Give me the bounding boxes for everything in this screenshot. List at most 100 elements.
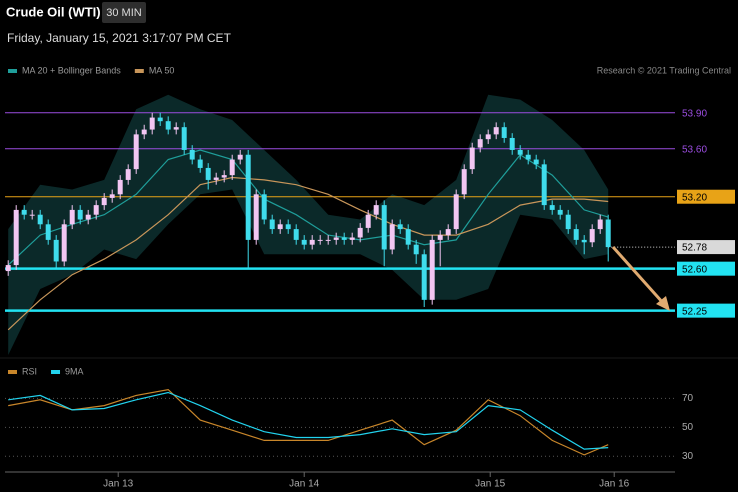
candle-body: [149, 117, 155, 130]
candle-body: [181, 127, 187, 150]
x-tick-label: Jan 16: [599, 479, 629, 490]
legend-swatch: [51, 370, 61, 374]
candle-body: [469, 147, 475, 170]
candle-body: [589, 229, 595, 243]
candle-body: [429, 239, 435, 300]
candle-body: [373, 205, 379, 215]
candle-body: [413, 244, 419, 255]
candle-body: [173, 127, 179, 130]
level-label: 53.60: [682, 144, 707, 155]
candle-body: [245, 154, 251, 240]
indicator-line: [8, 388, 609, 456]
chart-title: Crude Oil (WTI): [6, 4, 101, 19]
y-tick-label: 30: [682, 451, 694, 462]
candle-body: [501, 127, 507, 138]
candle-body: [389, 224, 395, 250]
candle-body: [13, 209, 19, 266]
candle-body: [157, 117, 163, 122]
candle-body: [165, 121, 171, 130]
candle-body: [541, 164, 547, 206]
candle-body: [21, 209, 27, 215]
candle-body: [477, 139, 483, 148]
candle-body: [349, 237, 355, 240]
indicator-line: [8, 391, 609, 450]
candle-body: [205, 167, 211, 180]
candle-body: [517, 149, 523, 155]
candle-body: [381, 205, 387, 250]
candle-body: [397, 224, 403, 230]
candle-body: [221, 175, 227, 178]
candle-body: [437, 235, 443, 240]
candle-body: [93, 205, 99, 215]
candle-body: [309, 239, 315, 245]
x-tick-label: Jan 13: [103, 479, 133, 490]
candle-body: [101, 197, 107, 206]
candle-body: [197, 159, 203, 168]
candle-body: [229, 159, 235, 176]
candle-body: [509, 137, 515, 150]
candle-body: [565, 214, 571, 230]
candle-body: [525, 154, 531, 160]
candle-body: [317, 239, 323, 241]
level-label: 52.25: [682, 306, 707, 317]
candle-body: [461, 169, 467, 195]
candle-body: [341, 237, 347, 240]
candle-body: [485, 134, 491, 140]
candle-body: [325, 239, 331, 241]
level-label: 53.90: [682, 108, 707, 119]
forecast-arrowhead: [656, 296, 670, 311]
candle-body: [453, 194, 459, 230]
candle-body: [237, 154, 243, 160]
bollinger-band: [8, 94, 609, 356]
interval-label[interactable]: 30 MIN: [106, 7, 142, 19]
candle-body: [605, 219, 611, 248]
candle-body: [533, 159, 539, 165]
candle-body: [277, 224, 283, 230]
candle-body: [61, 224, 67, 262]
candle-body: [133, 134, 139, 170]
forecast-arrow: [611, 245, 666, 306]
candle-body: [445, 229, 451, 236]
candle-body: [5, 265, 11, 272]
candle-body: [37, 214, 43, 225]
level-label-box: [677, 261, 735, 276]
x-tick-label: Jan 14: [289, 479, 319, 490]
candle-body: [573, 229, 579, 240]
candle-body: [557, 209, 563, 215]
candle-body: [77, 209, 83, 220]
legend-label: RSI: [22, 366, 37, 376]
x-tick-label: Jan 15: [475, 479, 505, 490]
candle-body: [493, 127, 499, 135]
y-tick-label: 70: [682, 393, 694, 404]
candle-body: [125, 169, 131, 180]
indicator-line: [7, 149, 609, 266]
candle-body: [29, 214, 35, 216]
legend-swatch: [134, 69, 144, 73]
interval-button[interactable]: [102, 2, 146, 23]
indicator-line: [7, 176, 609, 331]
candle-body: [261, 194, 267, 220]
candle-body: [117, 179, 123, 195]
candle-body: [189, 149, 195, 160]
candle-body: [333, 237, 339, 240]
candle-body: [69, 209, 75, 225]
level-label: 53.20: [682, 192, 707, 203]
level-label-box: [677, 303, 735, 318]
legend-label: MA 50: [149, 65, 175, 75]
level-label-box: [677, 189, 735, 204]
candle-body: [421, 254, 427, 300]
candle-body: [109, 194, 115, 198]
candle-body: [549, 205, 555, 210]
candle-body: [53, 239, 59, 262]
candle-body: [365, 214, 371, 228]
legend-swatch: [8, 69, 17, 73]
candle-body: [285, 224, 291, 230]
candle-body: [357, 227, 363, 238]
candle-body: [141, 129, 147, 135]
candle-body: [581, 239, 587, 243]
level-label: 52.78: [682, 243, 707, 254]
legend-swatch: [8, 370, 17, 374]
y-tick-label: 50: [682, 422, 694, 433]
